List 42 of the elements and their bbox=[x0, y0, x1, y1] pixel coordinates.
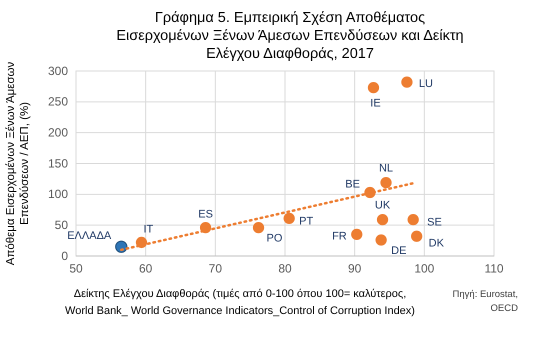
y-tick-label: 250 bbox=[48, 94, 68, 109]
point bbox=[376, 234, 387, 246]
annotation: PO bbox=[266, 232, 283, 245]
annotation: FR bbox=[332, 230, 347, 242]
x-tick-label: 90 bbox=[348, 262, 362, 276]
point bbox=[376, 214, 388, 226]
annotation: SE bbox=[427, 216, 442, 229]
x-tick-label: 110 bbox=[484, 262, 504, 276]
annotation: BE bbox=[345, 178, 360, 190]
point bbox=[284, 212, 295, 224]
y-tick-label: 300 bbox=[48, 64, 68, 78]
y-tick-label: 0 bbox=[61, 248, 68, 263]
annotation: UK bbox=[374, 200, 391, 212]
y-tick-label: 150 bbox=[48, 156, 68, 170]
point bbox=[411, 230, 422, 242]
point bbox=[368, 82, 380, 94]
annotation: DK bbox=[428, 237, 445, 250]
annotation: PT bbox=[299, 215, 314, 228]
x-tick-label: 70 bbox=[208, 262, 222, 276]
point bbox=[380, 176, 392, 188]
x-tick-label: 50 bbox=[69, 262, 83, 276]
annotation: IE bbox=[370, 98, 381, 110]
annotation: DE bbox=[391, 244, 406, 257]
annotation: ΕΛΛΑΔΑ bbox=[67, 230, 112, 242]
y-tick-label: 200 bbox=[48, 126, 68, 140]
point bbox=[351, 228, 362, 240]
annotation: NL bbox=[378, 162, 394, 175]
x-tick-label: 60 bbox=[138, 262, 153, 276]
y-tick-label: 50 bbox=[54, 218, 68, 232]
chart-title: Γράφημα 5. Εμπειρική Σχέση Αποθέματος Εισερχομένων Ξένων Άμεσων Επενδύσεων και Δείκτη Ελέγχου Διαφθοράς, 2017 bbox=[116, 10, 464, 62]
annotation: ES bbox=[198, 208, 213, 221]
point bbox=[401, 76, 413, 88]
x-tick-label: 100 bbox=[414, 262, 435, 276]
annotation: IT bbox=[143, 223, 154, 236]
text: Πηγή: Eurostat, OECD bbox=[452, 289, 518, 314]
x-axis-title: Δείκτης Ελέγχου Διαφθοράς (τιμές από 0-100 όπου 100= καλύτερος, World Bank_ World Governance Indicators_Control of Corruption Index) bbox=[65, 288, 415, 317]
y-tick-label: 100 bbox=[48, 187, 68, 202]
y-axis-title: Απόθεμα Εισερχομένων Ξένων Άμεσων Επενδύσεων / ΑΕΠ, (%) bbox=[5, 62, 31, 266]
annotation: LU bbox=[418, 78, 434, 90]
point bbox=[408, 214, 419, 226]
x-tick-label: 80 bbox=[278, 262, 292, 276]
point bbox=[252, 222, 264, 234]
